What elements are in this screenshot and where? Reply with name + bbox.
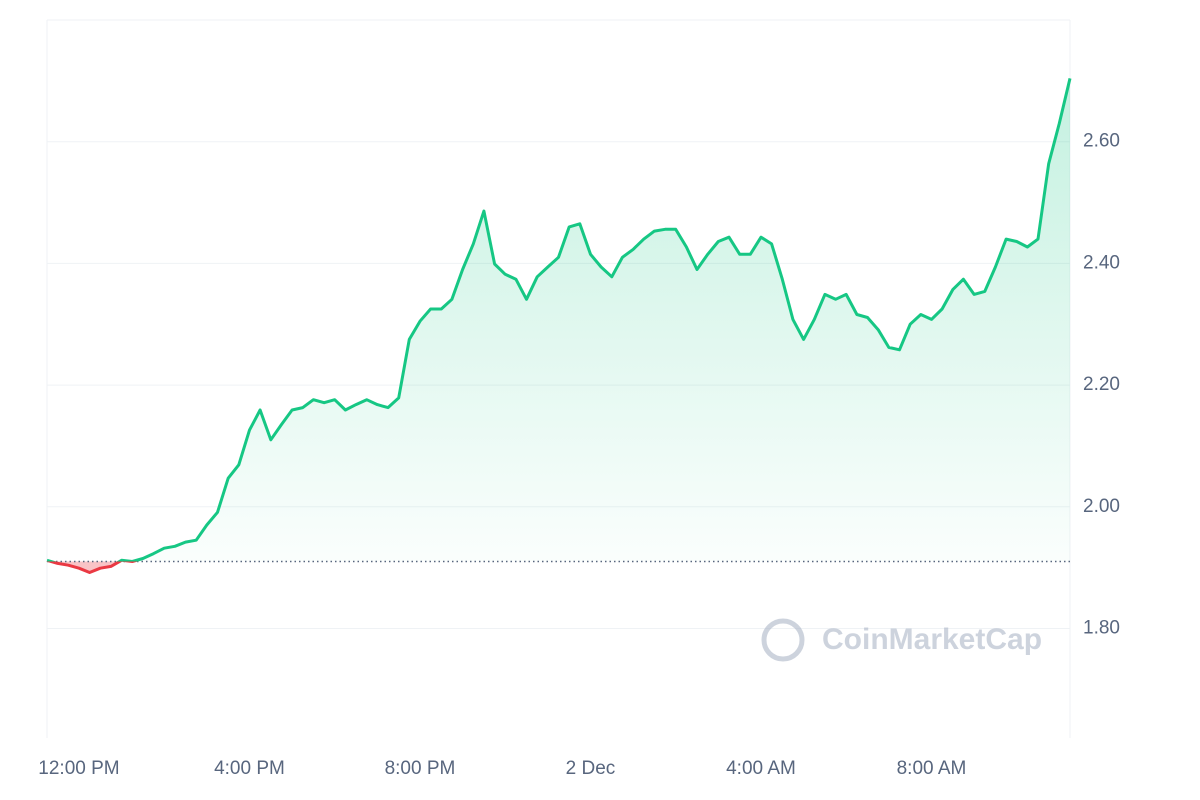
x-tick-label: 2 Dec bbox=[566, 758, 616, 779]
watermark: CoinMarketCap bbox=[761, 618, 1042, 662]
price-line bbox=[46, 78, 1072, 574]
price-area bbox=[47, 78, 1070, 573]
x-tick-label: 8:00 PM bbox=[385, 758, 456, 779]
x-tick-label: 8:00 AM bbox=[897, 758, 967, 779]
y-tick-label: 2.40 bbox=[1083, 252, 1120, 273]
x-tick-label: 4:00 AM bbox=[726, 758, 796, 779]
watermark-logo bbox=[761, 618, 805, 662]
y-tick-label: 1.80 bbox=[1083, 617, 1120, 638]
x-tick-label: 4:00 PM bbox=[214, 758, 285, 779]
y-tick-label: 2.60 bbox=[1083, 131, 1120, 152]
y-tick-label: 2.00 bbox=[1083, 496, 1120, 517]
watermark-text: CoinMarketCap bbox=[822, 623, 1042, 656]
y-tick-label: 2.20 bbox=[1083, 374, 1120, 395]
x-tick-label: 12:00 PM bbox=[38, 758, 119, 779]
